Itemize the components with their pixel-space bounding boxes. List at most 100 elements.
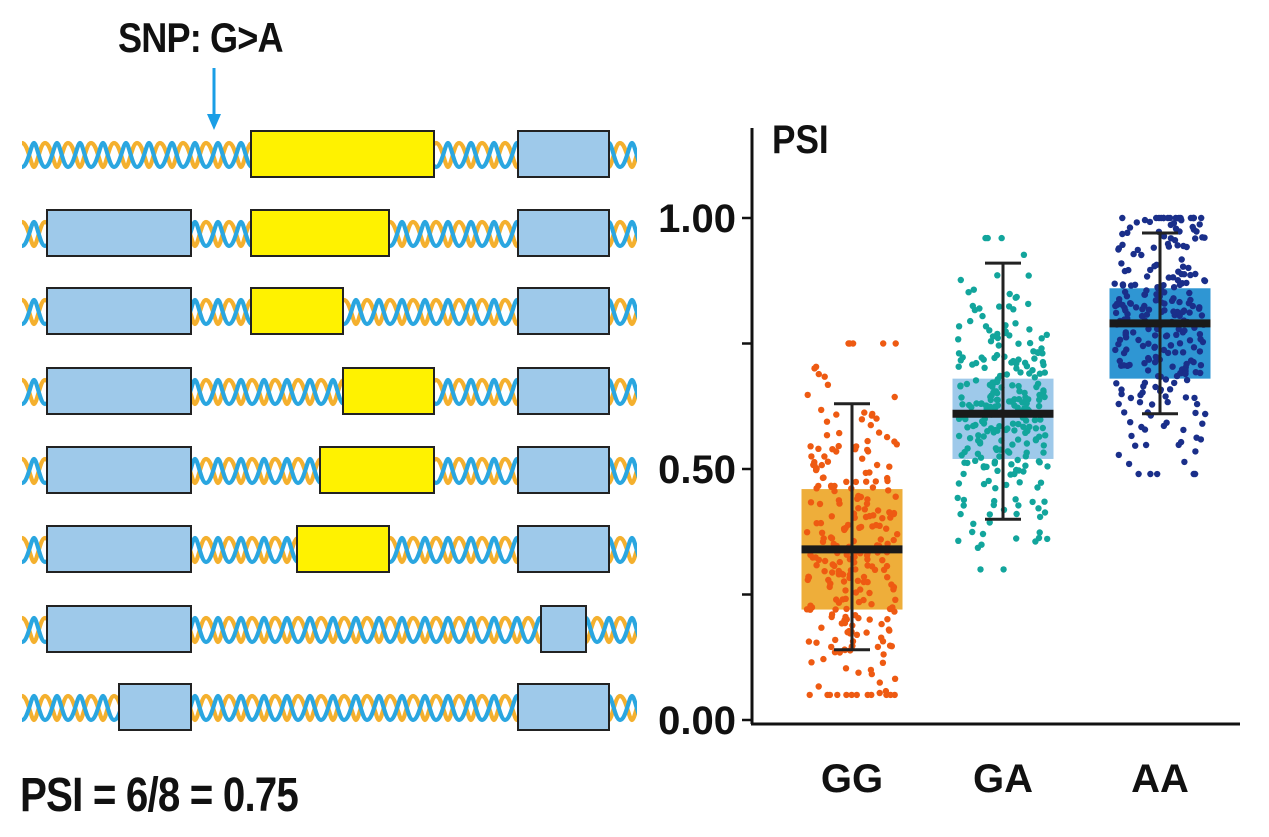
point-GG [832, 636, 839, 644]
point-GA [1005, 398, 1013, 405]
point-GA [992, 485, 999, 492]
point-AA [1181, 327, 1188, 334]
point-AA [1135, 470, 1142, 478]
point-AA [1169, 363, 1176, 370]
y-tick-label: 0.00 [658, 699, 736, 743]
point-GA [1009, 382, 1016, 389]
point-GG [886, 627, 893, 634]
point-GG [877, 536, 884, 543]
point-AA [1197, 336, 1204, 343]
point-GA [1006, 332, 1013, 339]
constitutive-exon [46, 525, 192, 573]
point-GG [879, 515, 886, 522]
point-GG [828, 483, 835, 490]
point-GA [955, 537, 962, 544]
point-AA [1111, 280, 1118, 287]
point-GG [862, 469, 869, 477]
point-GG [813, 485, 820, 492]
point-GG [892, 340, 899, 347]
point-GG [884, 477, 891, 485]
x-axis: GG GA AA [751, 722, 1240, 801]
point-GA [993, 396, 1001, 403]
point-GA [1040, 387, 1047, 394]
point-GG [869, 523, 876, 530]
constitutive-exon [46, 287, 192, 335]
point-GA [1038, 345, 1045, 352]
point-GG [866, 616, 873, 623]
point-GA [1013, 510, 1020, 518]
point-GG [884, 574, 891, 581]
point-GG [807, 443, 814, 450]
point-GG [855, 505, 862, 512]
point-GG [879, 638, 887, 645]
point-GG [821, 568, 828, 575]
point-GG [873, 415, 880, 422]
point-GA [1016, 388, 1023, 395]
point-AA [1118, 390, 1125, 398]
point-GG [880, 566, 888, 573]
point-GG [820, 655, 827, 663]
point-GG [863, 552, 871, 559]
point-GG [879, 557, 886, 564]
point-GG [892, 493, 899, 500]
point-AA [1115, 400, 1122, 408]
point-GA [987, 403, 994, 410]
point-GA [955, 323, 963, 330]
constitutive-exon [517, 446, 610, 494]
point-AA [1162, 393, 1169, 400]
point-AA [1171, 379, 1178, 387]
point-GG [883, 691, 890, 699]
point-AA [1142, 441, 1150, 449]
point-GG [848, 691, 855, 699]
point-AA [1160, 282, 1167, 289]
point-GA [1023, 440, 1031, 447]
point-GG [836, 500, 843, 507]
point-GG [834, 691, 841, 699]
point-AA [1139, 342, 1147, 350]
point-GG [806, 691, 813, 699]
point-GA [965, 289, 972, 296]
point-GA [955, 363, 962, 370]
point-GA [964, 445, 971, 452]
point-GA [986, 511, 993, 518]
y-axis-label: PSI [772, 117, 829, 162]
point-AA [1170, 308, 1177, 315]
point-GA [1016, 479, 1023, 486]
point-AA [1198, 312, 1206, 319]
point-AA [1176, 298, 1183, 306]
point-GG [845, 340, 852, 347]
point-GA [1009, 420, 1017, 427]
point-GG [883, 525, 890, 532]
point-GA [969, 528, 976, 536]
point-AA [1151, 332, 1159, 339]
point-GA [1034, 349, 1042, 357]
isoform-row [22, 683, 637, 731]
point-GA [1041, 509, 1049, 516]
point-GA [1036, 433, 1043, 440]
point-GA [954, 494, 961, 502]
point-AA [1141, 216, 1149, 224]
point-AA [1119, 301, 1126, 309]
point-GA [1021, 389, 1028, 397]
point-GA [1025, 272, 1032, 279]
alternative-exon [250, 209, 390, 257]
point-AA [1160, 214, 1167, 222]
point-AA [1196, 304, 1203, 311]
point-GA [960, 496, 968, 504]
point-AA [1192, 448, 1199, 455]
point-GA [981, 364, 988, 371]
point-AA [1135, 336, 1142, 344]
point-AA [1141, 426, 1149, 433]
point-GG [857, 493, 865, 501]
point-GG [828, 535, 836, 542]
point-AA [1197, 436, 1205, 443]
point-GA [957, 276, 964, 284]
point-GA [1020, 251, 1028, 258]
point-GA [1044, 463, 1051, 470]
point-GA [955, 350, 963, 357]
point-GA [1038, 335, 1045, 342]
point-GG [863, 478, 870, 485]
point-AA [1201, 277, 1208, 284]
point-GG [891, 438, 898, 445]
point-GA [1009, 441, 1016, 448]
